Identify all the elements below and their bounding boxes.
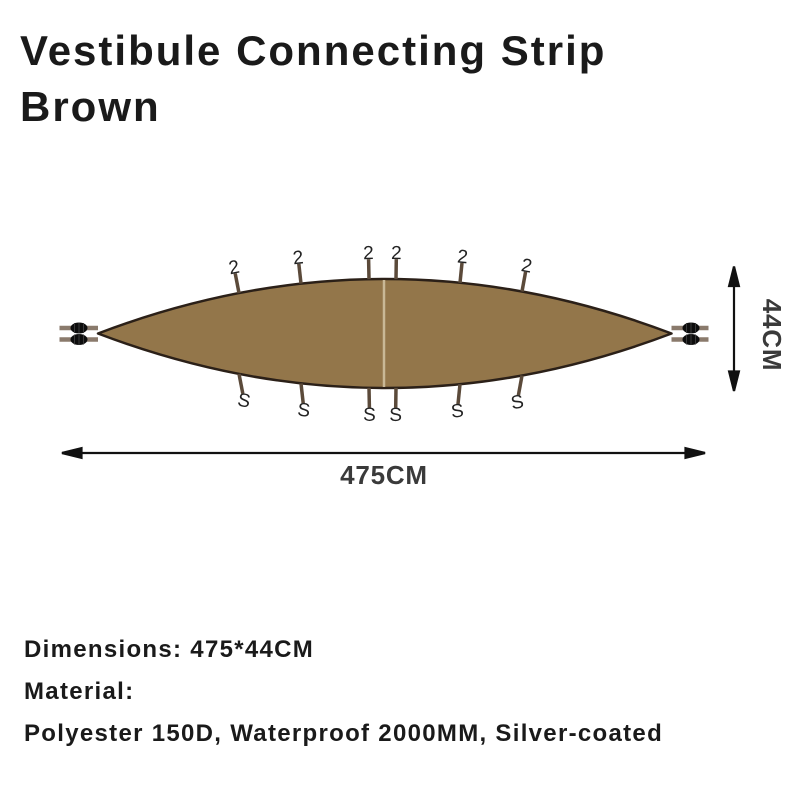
- svg-text:S: S: [509, 391, 525, 414]
- svg-text:2: 2: [227, 257, 241, 280]
- svg-text:44CM: 44CM: [757, 299, 787, 372]
- svg-text:2: 2: [520, 255, 534, 278]
- svg-text:S: S: [363, 405, 376, 426]
- svg-text:S: S: [236, 390, 252, 413]
- svg-text:S: S: [296, 400, 311, 422]
- svg-text:S: S: [450, 401, 465, 423]
- svg-text:2: 2: [456, 246, 469, 268]
- svg-text:S: S: [389, 405, 402, 426]
- svg-text:475CM: 475CM: [340, 460, 428, 490]
- svg-text:2: 2: [363, 243, 374, 264]
- svg-text:2: 2: [391, 243, 402, 264]
- svg-text:2: 2: [292, 247, 305, 269]
